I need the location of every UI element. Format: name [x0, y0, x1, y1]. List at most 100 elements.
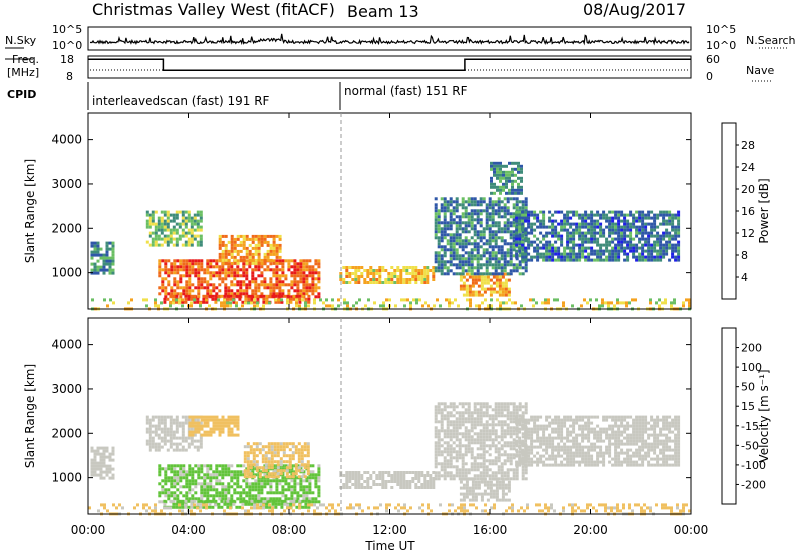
echo-cell — [545, 439, 549, 443]
echo-cell — [467, 429, 471, 433]
echo-cell — [291, 454, 295, 458]
echo-cell — [182, 485, 186, 489]
echo-cell — [363, 486, 367, 489]
echo-cell — [521, 453, 525, 457]
echo-cell — [390, 275, 394, 278]
echo-cell — [443, 248, 447, 252]
echo-cell — [443, 209, 447, 213]
echo-cell — [641, 210, 645, 214]
echo-cell — [269, 258, 273, 262]
echo-cell — [188, 280, 192, 284]
echo-cell — [509, 212, 513, 216]
echo-cell — [440, 257, 444, 261]
echo-cell — [93, 271, 97, 275]
echo-cell — [512, 248, 516, 252]
echo-cell — [255, 442, 259, 446]
echo-cell — [163, 240, 167, 244]
echo-cell — [480, 293, 484, 297]
echo-cell — [420, 269, 424, 272]
echo-cell — [185, 265, 189, 269]
echo-cell — [497, 405, 501, 409]
echo-cell — [252, 451, 256, 455]
echo-cell — [470, 221, 474, 225]
echo-cell — [498, 498, 502, 502]
echo-cell — [285, 466, 289, 470]
echo-cell — [517, 191, 520, 195]
echo-cell — [470, 266, 474, 270]
echo-cell — [272, 271, 276, 275]
echo-cell — [449, 477, 453, 481]
echo-cell — [275, 277, 279, 281]
echo-cell — [494, 269, 498, 273]
echo-cell — [473, 212, 477, 216]
echo-cell — [650, 225, 654, 229]
echo-cell — [175, 418, 179, 422]
echo-cell — [629, 210, 633, 214]
echo-cell — [319, 298, 322, 302]
echo-cell — [497, 263, 501, 267]
echo-cell — [452, 447, 456, 451]
echo-cell — [485, 414, 489, 418]
echo-cell — [372, 483, 376, 486]
echo-cell — [499, 164, 502, 168]
echo-cell — [214, 499, 218, 503]
echo-cell — [285, 472, 289, 476]
echo-cell — [476, 456, 480, 460]
echo-cell — [269, 292, 273, 296]
echo-cell — [449, 450, 453, 454]
echo-cell — [403, 298, 406, 302]
echo-cell — [93, 464, 97, 468]
echo-cell — [443, 206, 447, 210]
echo-cell — [96, 449, 100, 453]
echo-cell — [161, 277, 165, 281]
echo-cell — [415, 301, 418, 305]
echo-cell — [476, 417, 480, 421]
echo-cell — [473, 227, 477, 231]
echo-cell — [455, 242, 459, 246]
echo-cell — [390, 281, 394, 284]
echo-cell — [236, 292, 240, 296]
echo-cell — [479, 212, 483, 216]
echo-cell — [221, 430, 225, 434]
echo-cell — [284, 277, 288, 281]
echo-cell — [251, 246, 255, 250]
echo-cell — [524, 249, 528, 253]
echo-cell — [282, 451, 286, 455]
echo-cell — [203, 485, 207, 489]
echo-cell — [209, 479, 213, 483]
echo-cell — [230, 280, 234, 284]
echo-cell — [233, 243, 237, 247]
echo-cell — [245, 482, 249, 486]
echo-cell — [206, 283, 210, 287]
echo-cell — [160, 427, 164, 431]
echo-cell — [160, 439, 164, 443]
echo-cell — [437, 429, 441, 433]
echo-cell — [608, 231, 612, 235]
echo-cell — [396, 281, 400, 284]
echo-cell — [175, 228, 179, 232]
echo-cell — [235, 301, 238, 305]
echo-cell — [108, 452, 112, 456]
echo-cell — [650, 210, 654, 214]
echo-cell — [437, 269, 441, 273]
echo-cell — [482, 432, 486, 436]
echo-cell — [500, 423, 504, 427]
echo-cell — [485, 206, 489, 210]
echo-cell — [221, 234, 225, 238]
echo-cell — [314, 482, 318, 486]
echo-cell — [145, 430, 149, 434]
echo-cell — [264, 460, 268, 464]
echo-cell — [279, 469, 283, 473]
echo-cell — [506, 212, 510, 216]
echo-cell — [154, 445, 158, 449]
echo-cell — [677, 249, 681, 253]
echo-cell — [275, 485, 279, 489]
echo-cell — [108, 268, 112, 272]
echo-cell — [230, 283, 234, 287]
echo-cell — [190, 304, 193, 308]
echo-cell — [515, 216, 519, 220]
echo-cell — [488, 233, 492, 237]
echo-cell — [500, 227, 504, 231]
echo-cell — [290, 479, 294, 483]
echo-cell — [512, 411, 516, 415]
